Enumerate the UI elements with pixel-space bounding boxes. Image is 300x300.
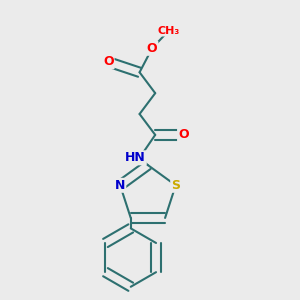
- Text: O: O: [147, 42, 158, 55]
- Text: CH₃: CH₃: [158, 26, 180, 36]
- Text: S: S: [171, 179, 180, 192]
- Text: HN: HN: [125, 151, 146, 164]
- Text: N: N: [115, 179, 125, 192]
- Text: O: O: [103, 56, 114, 68]
- Text: O: O: [178, 128, 189, 141]
